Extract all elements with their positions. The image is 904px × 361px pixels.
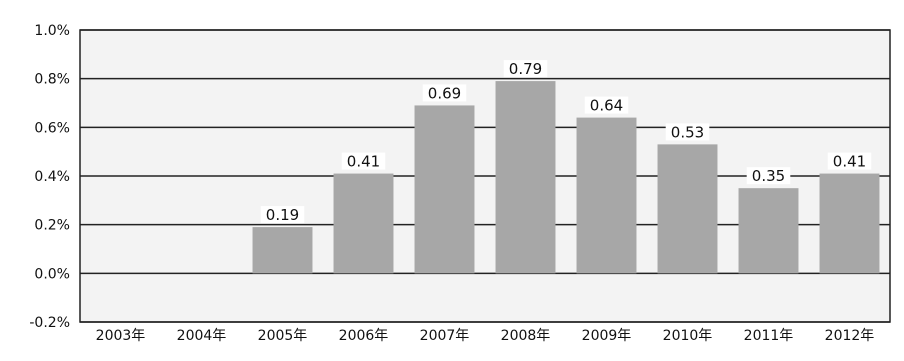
bar [657,144,718,274]
x-category-label: 2009年 [582,328,632,344]
x-category-label: 2008年 [501,328,551,344]
data-label-background [746,167,791,185]
bar [576,117,637,274]
data-label: 0.69 [428,84,461,102]
bar [252,227,313,274]
bar [333,173,394,274]
data-label: 0.19 [266,206,299,224]
bar [495,81,556,274]
x-category-label: 2005年 [258,328,308,344]
y-axis-tick-labels: 1.0% 0.8% 0.6% 0.4% 0.2% 0.0% -0.2% [29,23,70,331]
x-category-label: 2003年 [96,328,146,344]
data-label-background [422,84,467,102]
y-tick-label: 1.0% [34,23,70,39]
y-tick-label: 0.2% [34,218,70,234]
data-label: 0.41 [347,153,380,171]
x-category-label: 2012年 [825,328,875,344]
data-label: 0.41 [833,153,866,171]
data-label: 0.64 [590,97,623,115]
data-label: 0.53 [671,123,704,141]
x-category-label: 2007年 [420,328,470,344]
data-label-background [260,206,305,224]
bar [819,173,880,274]
data-label-background [827,152,872,170]
data-labels: 0.19 0.41 0.69 0.79 0.64 0.53 0.35 0.41 [260,60,872,224]
bar [414,105,475,274]
data-label: 0.79 [509,60,542,78]
x-axis-category-labels: 2003年 2004年 2005年 2006年 2007年 2008年 2009年 2010年… [96,328,875,344]
y-tick-label: -0.2% [29,315,70,331]
data-label: 0.35 [752,167,785,185]
data-label-background [341,152,386,170]
data-label-background [503,60,548,78]
y-tick-label: 0.0% [34,266,70,282]
x-category-label: 2010年 [663,328,713,344]
x-category-label: 2004年 [177,328,227,344]
x-category-label: 2006年 [339,328,389,344]
bar [738,188,799,274]
data-label-background [665,123,710,141]
y-tick-label: 0.6% [34,120,70,136]
bars [252,81,880,274]
y-tick-label: 0.8% [34,72,70,88]
x-category-label: 2011年 [744,328,794,344]
data-label-background [584,96,629,114]
y-tick-label: 0.4% [34,169,70,185]
